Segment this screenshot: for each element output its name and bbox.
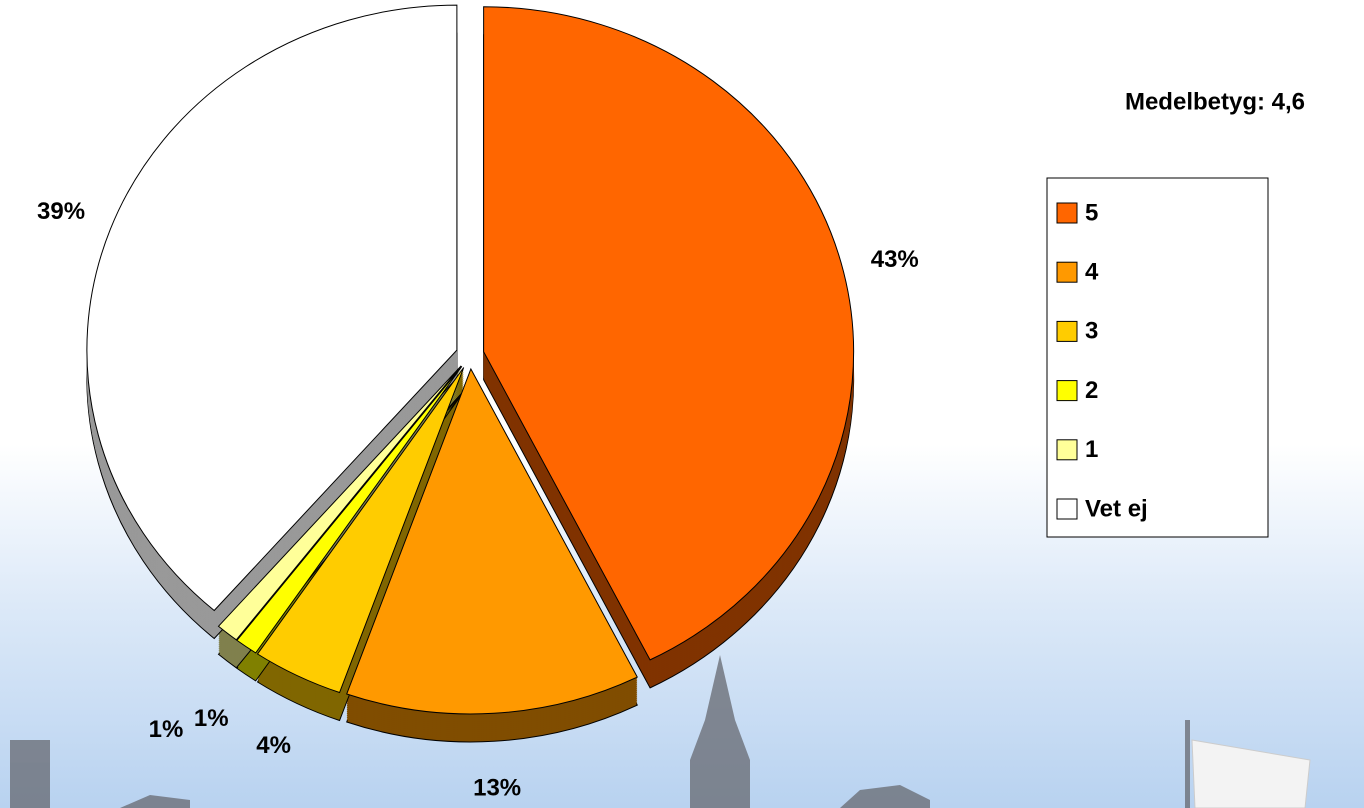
legend-swatch [1056,320,1078,342]
slice [483,6,855,661]
subtitle: Medelbetyg: 4,6 [1125,88,1305,115]
legend-swatch [1056,261,1078,283]
data-label: 39% [37,198,85,225]
legend-swatch [1056,202,1078,224]
slice [217,365,462,641]
legend-label: 1 [1085,436,1098,463]
legend-label: Vet ej [1085,495,1148,522]
slice [236,366,463,654]
legend-box [1046,177,1269,538]
legend-swatch [1056,439,1078,461]
data-label: 43% [871,246,919,273]
data-label: 4% [256,732,291,759]
legend-label: 2 [1085,377,1098,404]
legend-swatch [1056,380,1078,402]
data-label: 13% [473,775,521,802]
legend-label: 3 [1085,318,1098,345]
data-label: 1% [194,705,229,732]
legend-swatch [1056,498,1078,520]
flag [1191,739,1311,808]
legend-label: 4 [1085,259,1099,286]
slice [346,367,638,715]
slice [256,367,465,694]
city-silhouette [10,655,1190,808]
slice [86,4,458,612]
data-label: 1% [149,716,184,743]
pie: 43% 13% 4% 1% 1% 39% [37,4,919,802]
legend-label: 5 [1085,199,1098,226]
